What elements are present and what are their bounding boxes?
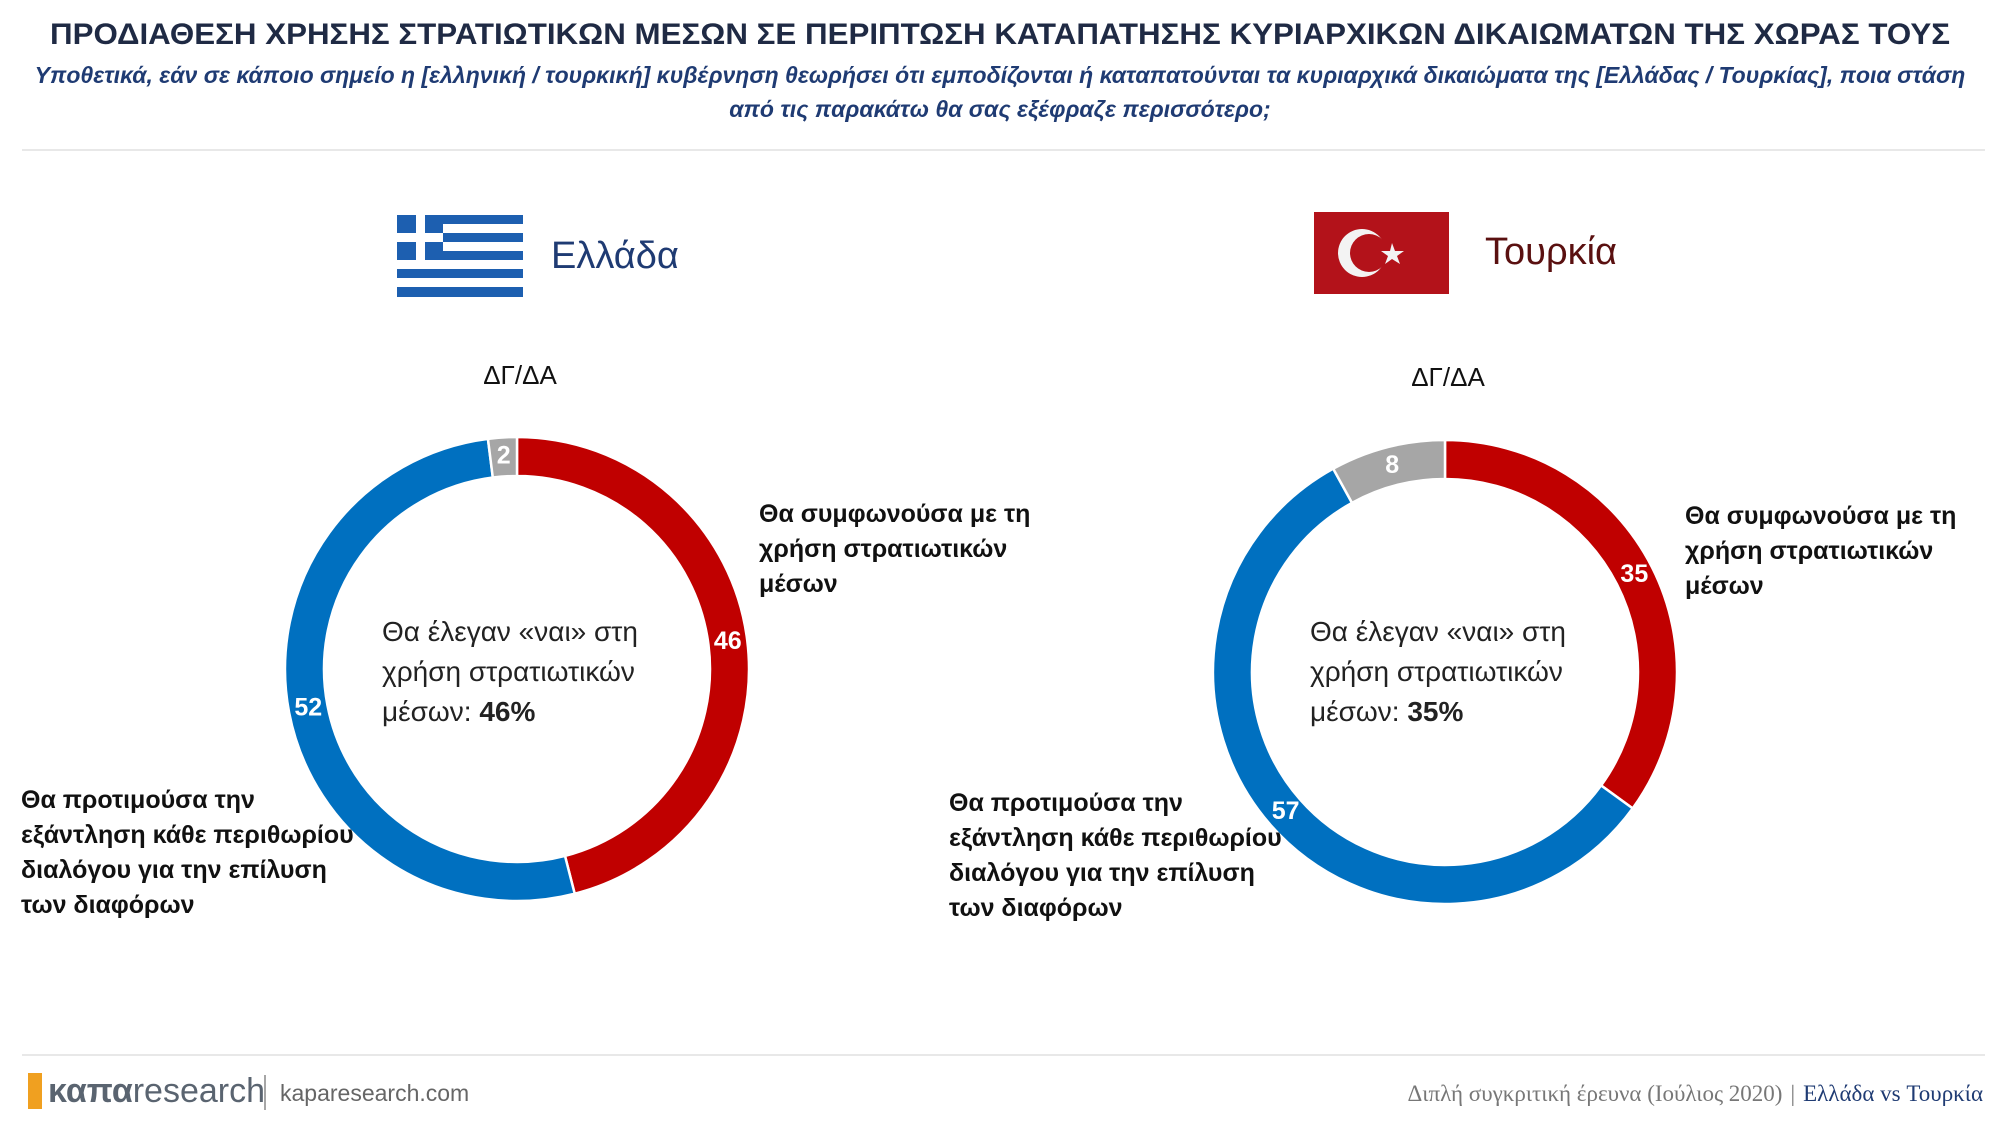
value-label: 57 [1272, 797, 1300, 825]
pipe: | [1790, 1081, 1795, 1106]
category-label: Θα προτιμούσα την εξάντληση κάθε περιθωρ… [21, 786, 354, 919]
category-label: Θα συμφωνούσα με τη χρήση στρατιωτικών μ… [759, 500, 1031, 598]
country-title: Τουρκία [1485, 231, 1617, 273]
category-label: ΔΓ/ΔΑ [483, 360, 557, 390]
center-caption: Θα έλεγαν «ναι» στη χρήση στρατιωτικών μ… [1310, 616, 1566, 727]
center-text: Θα έλεγαν «ναι» στη χρήση στρατιωτικών μ… [382, 612, 662, 732]
center-text: Θα έλεγαν «ναι» στη χρήση στρατιωτικών μ… [1310, 612, 1590, 732]
country-title: Ελλάδα [551, 235, 679, 277]
title: ΠΡΟΔΙΑΘΕΣΗ ΧΡΗΣΗΣ ΣΤΡΑΤΙΩΤΙΚΩΝ ΜΕΣΩΝ ΣΕ … [50, 18, 1950, 51]
turkish-flag [1314, 212, 1449, 294]
donut-slice [1211, 466, 1635, 906]
center-value: 46% [479, 696, 536, 727]
logo-light: research [133, 1072, 265, 1110]
donut-slice [486, 435, 519, 479]
category-label: Θα συμφωνούσα με τη χρήση στρατιωτικών μ… [1685, 502, 1957, 600]
logo-bold: καπα [48, 1072, 133, 1110]
value-label: 35 [1620, 560, 1648, 588]
donut-slice [283, 437, 577, 903]
center-caption: Θα έλεγαν «ναι» στη χρήση στρατιωτικών μ… [382, 616, 638, 727]
value-label: 8 [1385, 451, 1399, 479]
center-value: 35% [1407, 696, 1464, 727]
donut-slice [1331, 438, 1447, 505]
category-label: ΔΓ/ΔΑ [1411, 362, 1485, 392]
footer-note: Διπλή συγκριτική έρευνα (Ιούλιος 2020) | Ε… [1407, 1081, 1983, 1106]
comparison: Ελλάδα vs Τουρκία [1803, 1081, 1983, 1106]
logo: καπαresearch [48, 1072, 265, 1110]
value-label: 46 [714, 627, 742, 655]
category-label: Θα προτιμούσα την εξάντληση κάθε περιθωρ… [949, 789, 1282, 922]
logo-mark [28, 1073, 42, 1109]
survey: Διπλή συγκριτική έρευνα (Ιούλιος 2020) [1407, 1081, 1782, 1106]
subtitle: Υποθετικά, εάν σε κάποιο σημείο η [ελλην… [34, 62, 1966, 122]
website: kaparesearch.com [280, 1080, 469, 1106]
greek-flag [397, 215, 523, 297]
value-label: 2 [497, 442, 511, 470]
value-label: 52 [294, 693, 322, 721]
